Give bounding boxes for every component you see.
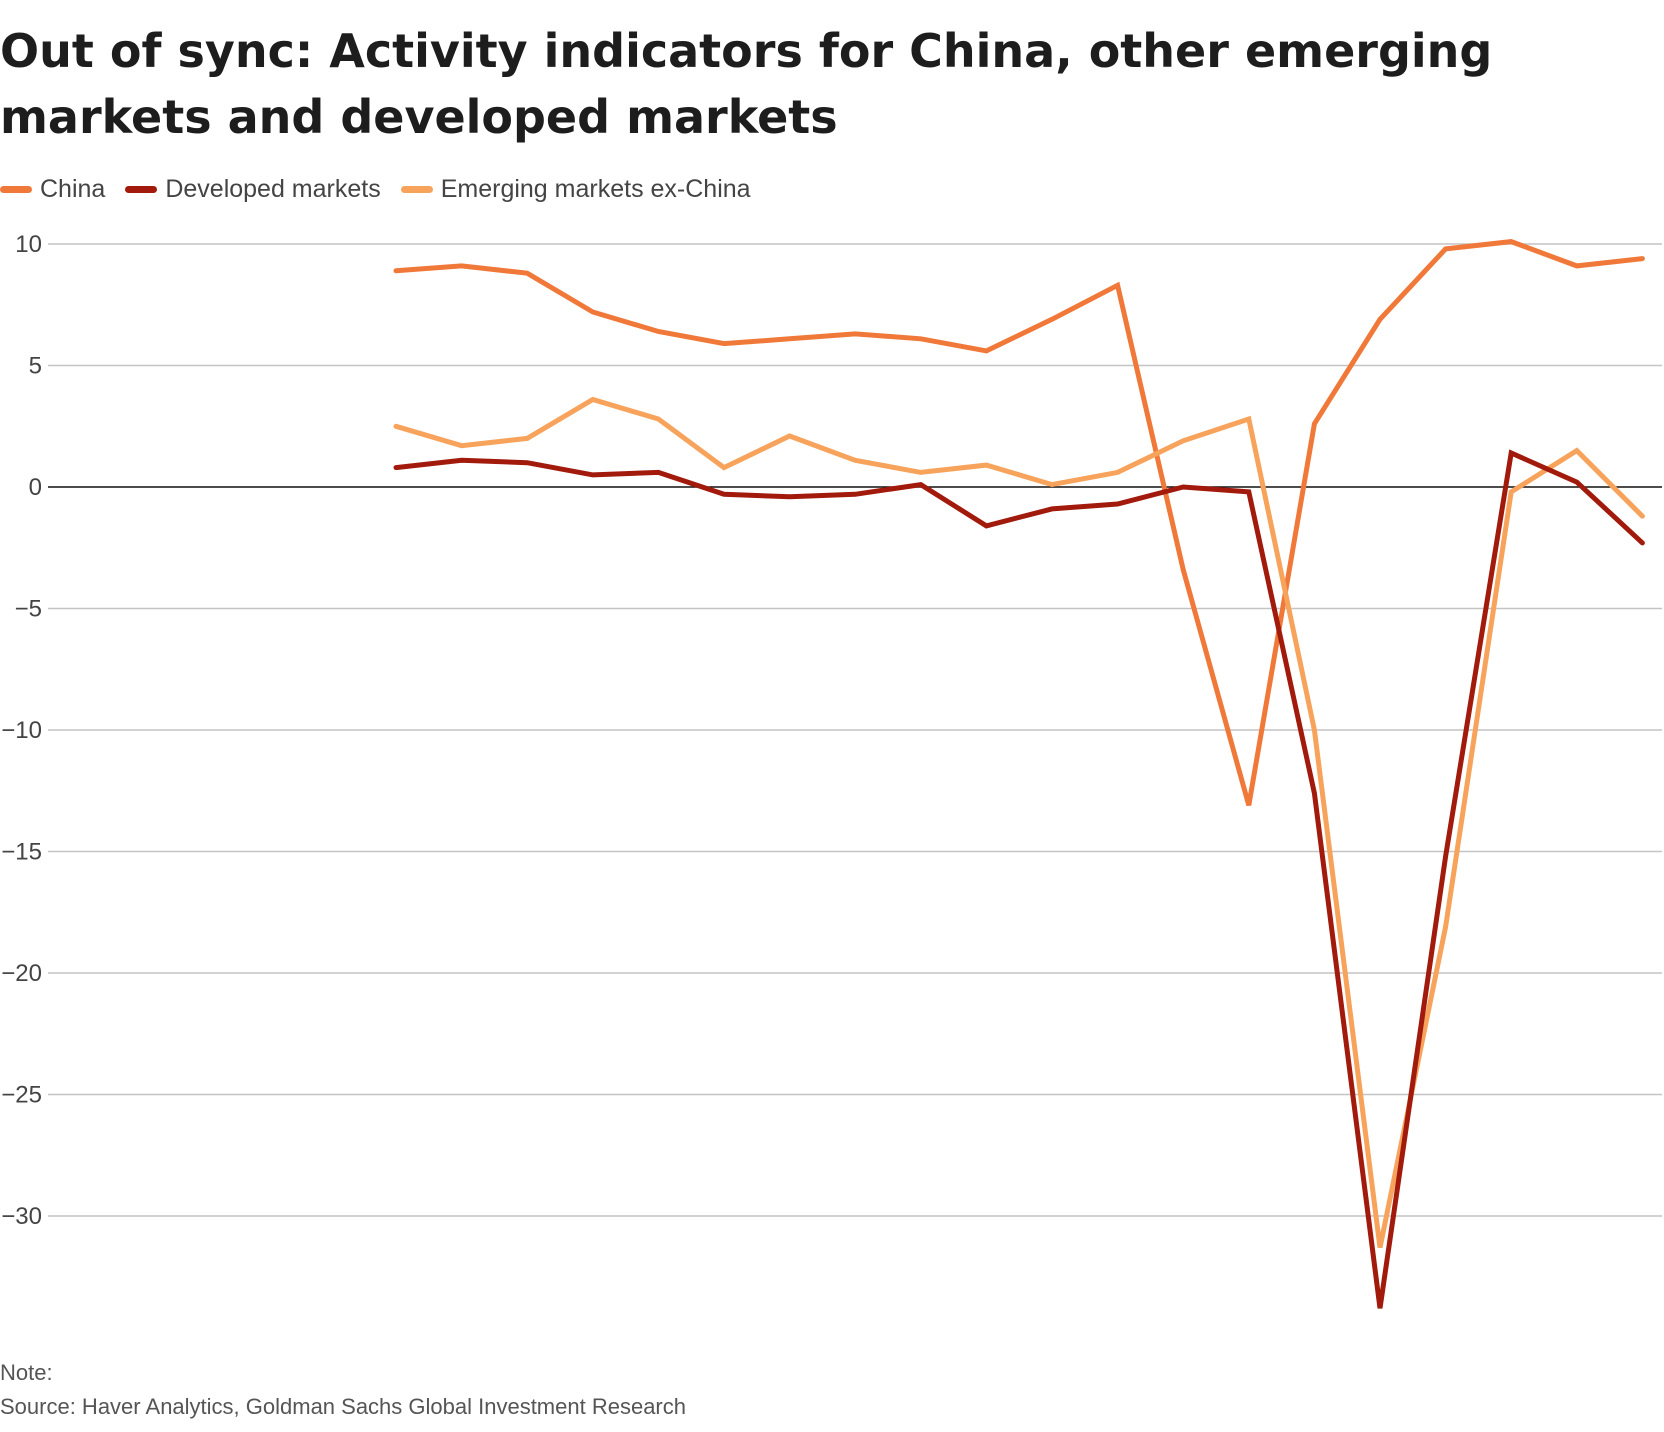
y-tick-label: −10 [1,717,42,744]
y-tick-label: −25 [1,1082,42,1109]
legend-swatch-developed-markets [125,185,158,193]
grid-lines [48,243,1662,1217]
y-axis-tick-labels: 10 5 0 −5 −10 −15 −20 −25 −30 [1,231,42,1230]
y-tick-label: −5 [15,596,42,623]
chart-title: Out of sync: Activity indicators for Chi… [0,24,1493,144]
y-tick-label: −30 [1,1203,42,1230]
line-chart: 10 5 0 −5 −10 −15 −20 −25 −30 [1,231,1662,1309]
legend: China Developed markets Emerging markets… [0,172,771,206]
legend-label-emerging-markets-ex-china: Emerging markets ex-China [440,174,751,203]
series-lines [393,239,1645,1309]
series-line-china [393,239,1645,806]
y-tick-label: 5 [29,353,42,380]
legend-swatch-china [0,185,32,193]
legend-swatch-emerging-markets-ex-china [400,185,433,193]
y-tick-label: −15 [1,839,42,866]
series-line-emerging-markets-ex-china [393,396,1645,1249]
legend-item-china: China [0,175,105,204]
legend-label-developed-markets: Developed markets [165,174,381,203]
y-tick-label: −20 [1,960,42,987]
chart-source: Source: Haver Analytics, Goldman Sachs G… [0,1394,686,1419]
series-line-developed-markets [393,449,1645,1309]
legend-label-china: China [40,174,106,203]
chart-note: Note: [0,1360,53,1385]
legend-item-emerging-markets-ex-china: Emerging markets ex-China [400,174,751,204]
y-tick-label: 0 [29,474,42,501]
legend-item-developed-markets: Developed markets [125,174,381,204]
y-tick-label: 10 [15,231,42,258]
